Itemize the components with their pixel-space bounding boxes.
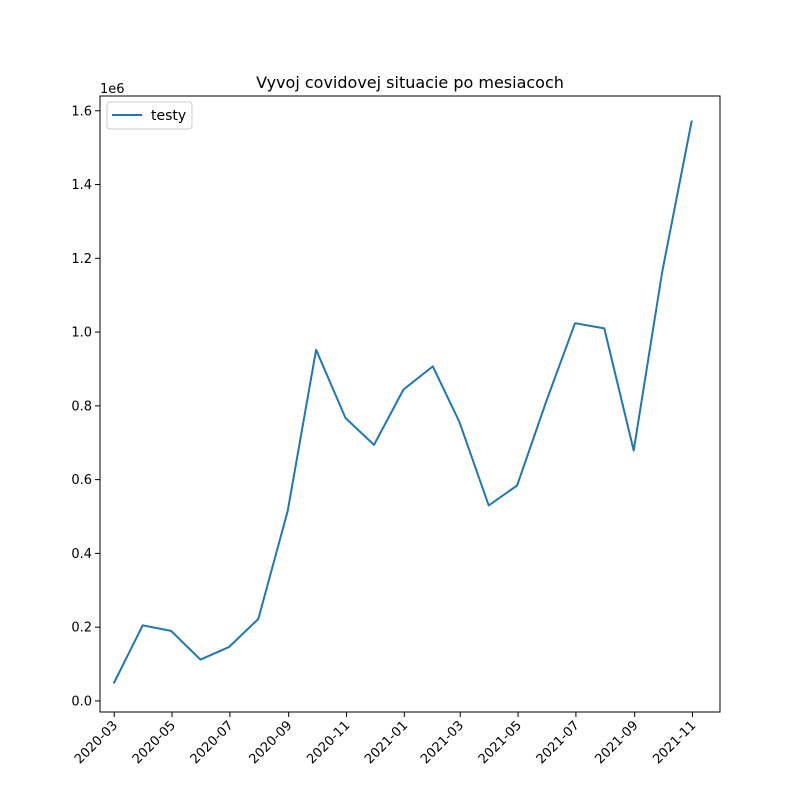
legend-label: testy <box>151 108 186 124</box>
data-point <box>142 624 144 626</box>
data-point <box>488 504 490 506</box>
data-point <box>315 349 317 351</box>
y-tick-label: 0.4 <box>71 547 92 562</box>
chart-title: Vyvoj covidovej situacie po mesiacoch <box>256 73 564 92</box>
y-tick-label: 0.8 <box>71 399 92 414</box>
data-point <box>603 327 605 329</box>
legend: testy <box>106 101 193 130</box>
data-point <box>661 271 663 273</box>
data-point <box>170 630 172 632</box>
data-point <box>633 449 635 451</box>
y-tick-label: 0.2 <box>71 621 92 636</box>
y-tick-label: 1.4 <box>71 178 92 193</box>
data-point <box>432 365 434 367</box>
data-point <box>546 400 548 402</box>
y-tick-label: 0.0 <box>71 694 92 709</box>
data-point <box>516 485 518 487</box>
data-point <box>458 421 460 423</box>
data-point <box>402 389 404 391</box>
y-axis: 0.0 0.2 0.4 0.6 0.8 1.0 1.2 1.4 1.6 <box>71 104 100 709</box>
data-point <box>199 659 201 661</box>
data-point <box>691 120 693 122</box>
plot-frame <box>99 95 721 713</box>
y-tick-label: 1.6 <box>71 104 92 119</box>
data-point <box>287 510 289 512</box>
data-point <box>257 618 259 620</box>
data-point <box>373 444 375 446</box>
legend-box <box>106 101 193 130</box>
data-point <box>345 417 347 419</box>
y-tick-label: 0.6 <box>71 473 92 488</box>
data-point <box>228 646 230 648</box>
y-tick-label: 1.2 <box>71 252 92 267</box>
y-tick-label: 1.0 <box>71 326 92 341</box>
data-point <box>574 322 576 324</box>
series-line-testy <box>112 120 693 684</box>
plot-layer <box>112 120 693 684</box>
data-point <box>113 681 115 683</box>
y-axis-offset-label: 1e6 <box>100 82 125 97</box>
